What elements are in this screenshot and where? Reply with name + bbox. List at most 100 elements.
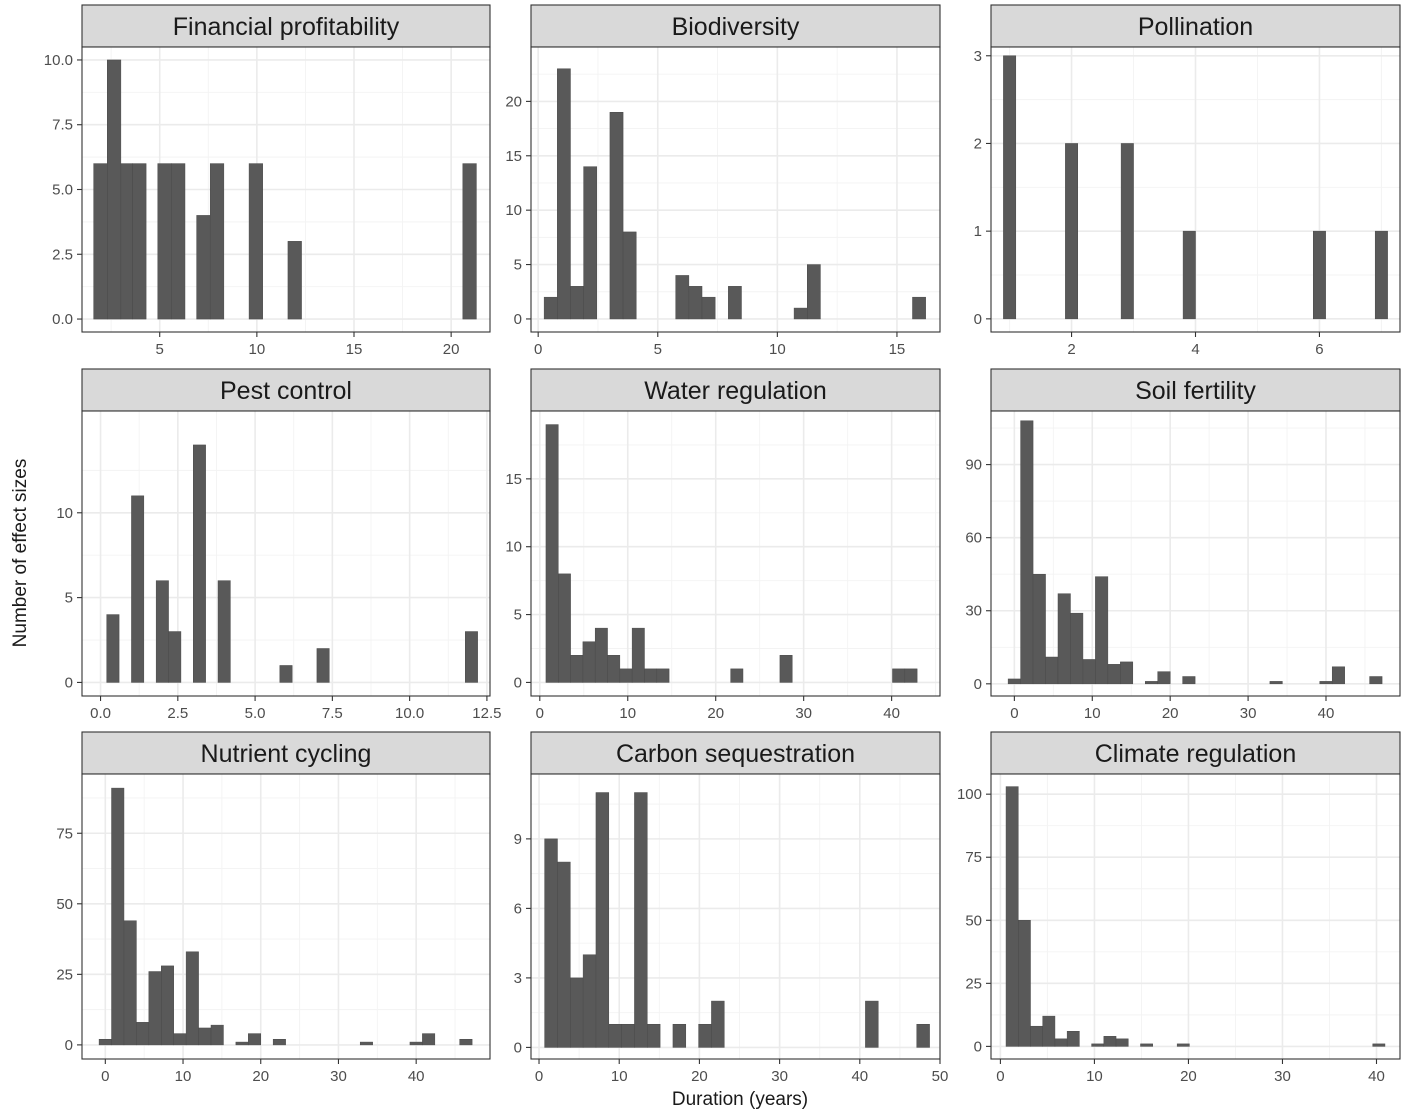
histogram-bar — [111, 787, 125, 1046]
histogram-bar — [136, 1022, 150, 1046]
y-tick-label: 75 — [965, 849, 982, 866]
histogram-bar — [1157, 671, 1171, 685]
panel-background — [531, 47, 940, 332]
panel-title: Pest control — [220, 377, 352, 405]
x-tick-label: 5.0 — [245, 705, 266, 722]
y-tick-label: 5 — [514, 607, 522, 624]
panel-title: Pollination — [1138, 13, 1253, 41]
histogram-bar — [1369, 676, 1383, 685]
y-tick-label: 0 — [974, 1038, 982, 1055]
panel-border — [990, 773, 1401, 1060]
histogram-bar — [595, 792, 610, 1048]
histogram-bar — [1145, 681, 1158, 685]
x-axis-title: Duration (years) — [672, 1089, 808, 1110]
histogram-bar — [582, 641, 596, 683]
histogram-bar — [621, 1023, 635, 1048]
panel-background — [991, 774, 1400, 1059]
histogram-bar — [198, 1027, 212, 1046]
histogram-bar — [607, 655, 621, 683]
panel-title: Carbon sequestration — [616, 740, 855, 768]
y-tick-label: 1 — [974, 223, 982, 240]
histogram-bar — [644, 668, 658, 683]
histogram-bar — [582, 954, 597, 1048]
histogram-bar — [193, 444, 206, 683]
panel-soil-fertility: Soil fertility 0 10 20 30 40 0 30 60 90 — [965, 368, 1401, 722]
histogram-bar — [1091, 1043, 1105, 1047]
histogram-bar — [196, 215, 211, 320]
y-tick-label: 100 — [957, 786, 982, 803]
histogram-bar — [1312, 230, 1326, 320]
histogram-bar — [1176, 1043, 1190, 1047]
histogram-bar — [1007, 678, 1021, 685]
histogram-bar — [131, 495, 145, 683]
histogram-bar — [557, 861, 571, 1048]
histogram-bar — [462, 163, 477, 320]
histogram-bar — [1045, 656, 1059, 685]
y-tick-label: 7.5 — [52, 117, 73, 134]
x-tick-label: 10 — [1084, 705, 1101, 722]
y-tick-label: 10 — [505, 202, 522, 219]
x-tick-label: 15 — [889, 341, 906, 358]
histogram-bar — [287, 241, 302, 320]
histogram-bar — [93, 163, 108, 320]
panel-border — [530, 410, 941, 697]
histogram-bar — [1057, 593, 1071, 685]
x-tick-label: 20 — [443, 341, 460, 358]
y-tick-label: 9 — [514, 831, 522, 848]
x-tick-label: 20 — [1180, 1068, 1197, 1085]
histogram-bar — [672, 1023, 687, 1048]
panel-climate-regulation: Climate regulation 0 10 20 30 40 0 25 50 75 100 — [957, 731, 1401, 1085]
panel-border — [530, 773, 941, 1060]
histogram-bar — [711, 1000, 725, 1048]
x-tick-label: 0 — [535, 1068, 543, 1085]
x-tick-label: 30 — [1240, 705, 1257, 722]
histogram-bar — [120, 163, 133, 320]
panel-border — [990, 410, 1401, 697]
histogram-bar — [1120, 661, 1134, 685]
x-tick-label: 0.0 — [90, 705, 111, 722]
x-tick-label: 10.0 — [395, 705, 424, 722]
histogram-bar — [647, 1023, 661, 1048]
histogram-bar — [185, 951, 199, 1046]
histogram-bar — [558, 573, 571, 683]
histogram-bar — [155, 580, 169, 683]
histogram-bar — [583, 166, 598, 320]
x-tick-label: 30 — [771, 1068, 788, 1085]
histogram-bar — [279, 665, 293, 683]
histogram-bar — [459, 1038, 473, 1046]
histogram-bar — [622, 231, 637, 320]
y-tick-label: 25 — [56, 966, 73, 983]
histogram-bar — [123, 920, 137, 1046]
x-tick-label: 10 — [619, 705, 636, 722]
histogram-bar — [619, 668, 633, 683]
histogram-bar — [157, 163, 172, 320]
histogram-bar — [698, 1023, 712, 1048]
x-tick-label: 5 — [654, 341, 662, 358]
x-tick-label: 7.5 — [322, 705, 343, 722]
histogram-bar — [631, 627, 645, 683]
histogram-bar — [1319, 681, 1333, 685]
x-tick-label: 50 — [932, 1068, 949, 1085]
y-tick-label: 3 — [974, 48, 982, 65]
histogram-bar — [793, 307, 808, 320]
histogram-bar — [173, 1033, 187, 1046]
x-tick-label: 20 — [252, 1068, 269, 1085]
x-tick-label: 40 — [408, 1068, 425, 1085]
y-tick-label: 60 — [965, 530, 982, 547]
histogram-bar — [544, 838, 558, 1048]
x-tick-label: 10 — [769, 341, 786, 358]
x-tick-label: 12.5 — [472, 705, 501, 722]
histogram-bar — [1182, 676, 1196, 685]
histogram-bar — [865, 1000, 879, 1048]
panel-background — [991, 411, 1400, 696]
y-tick-label: 0 — [514, 311, 522, 328]
histogram-bar — [728, 286, 742, 320]
panel-title: Soil fertility — [1135, 377, 1256, 405]
x-tick-label: 30 — [330, 1068, 347, 1085]
histogram-bar — [807, 264, 821, 320]
histogram-bar — [98, 1038, 112, 1046]
panel-background — [82, 774, 490, 1059]
histogram-bar — [1115, 1038, 1129, 1047]
histogram-bar — [272, 1038, 286, 1046]
